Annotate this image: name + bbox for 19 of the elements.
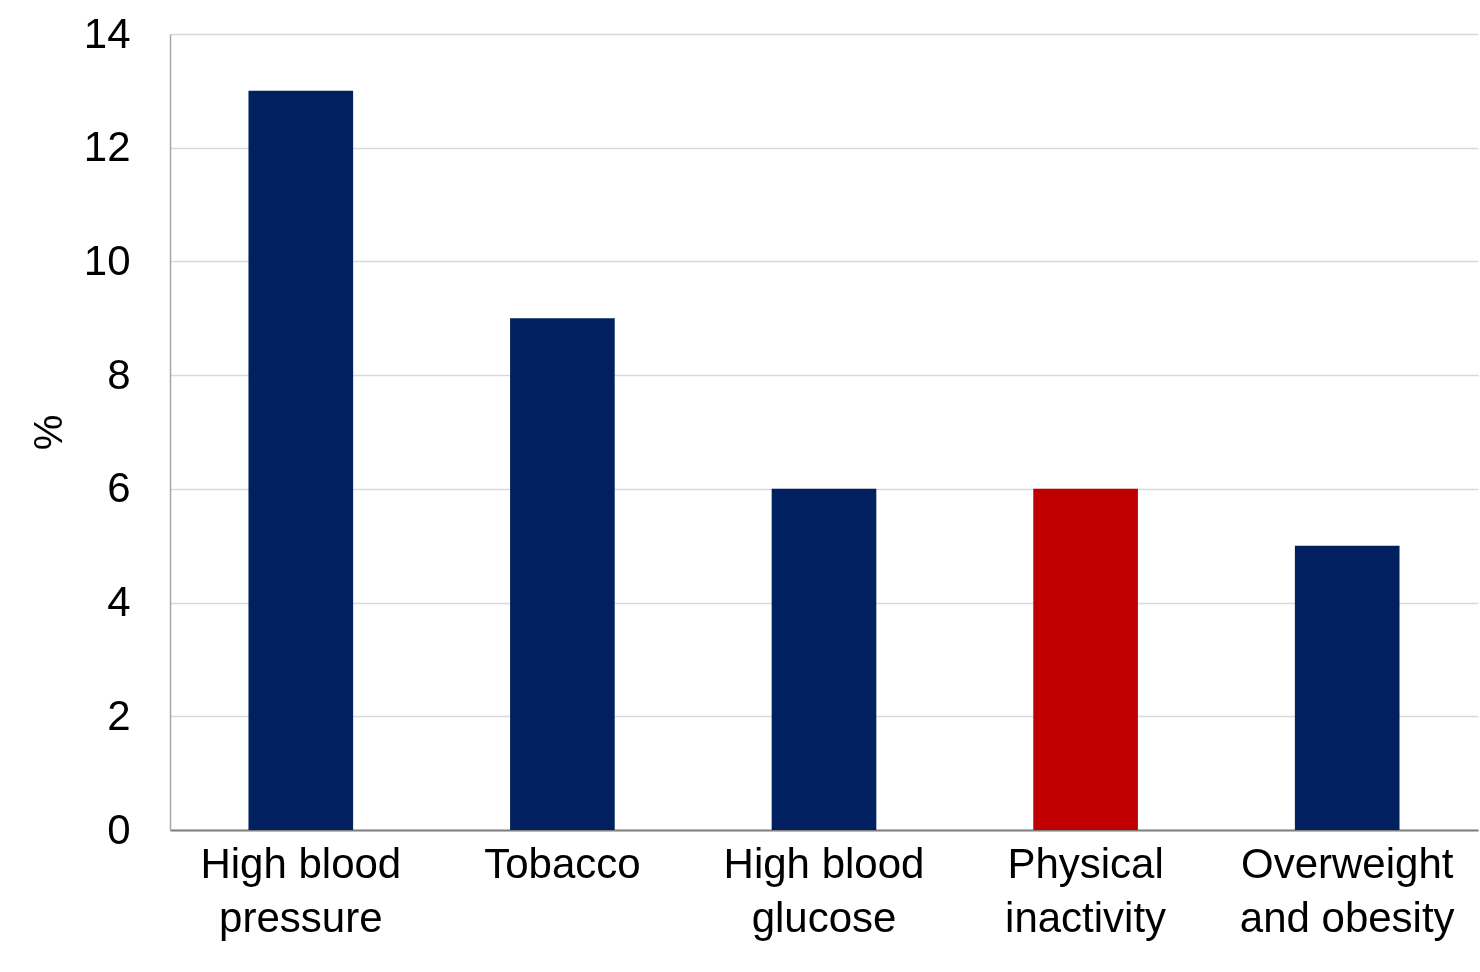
y-tick-label: 4 [107,578,131,626]
y-tick-label: 14 [83,9,131,57]
y-tick-label: 6 [107,464,131,512]
x-tick-label: High blood pressure [200,839,402,941]
bar [510,318,615,830]
x-tick-label: High blood glucose [723,839,925,941]
x-tick-label: Tobacco [484,839,641,887]
bar [248,90,354,830]
y-axis-title: % [25,414,70,451]
bar [771,488,877,830]
y-tick-label: 10 [83,236,131,284]
x-tick-label: Overweight and obesity [1239,839,1455,941]
x-tick-label: Physical inactivity [1005,839,1167,941]
y-tick-label: 8 [107,350,131,398]
bar [1033,488,1138,830]
y-tick-label: 0 [107,805,131,853]
y-tick-label: 2 [107,691,131,739]
bar [1294,545,1400,830]
y-tick-label: 12 [83,123,131,171]
